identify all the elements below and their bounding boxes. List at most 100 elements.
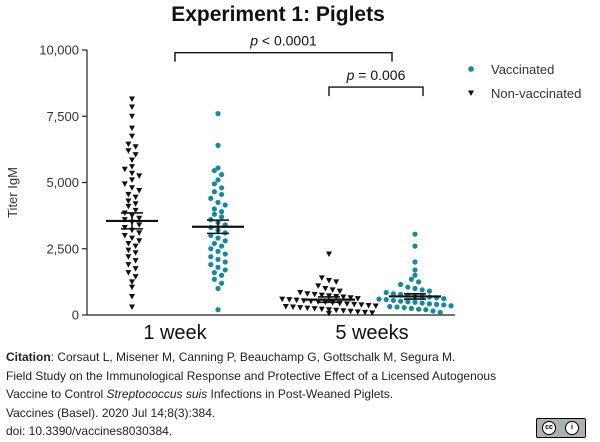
data-point-non-vaccinated (132, 250, 139, 256)
data-point-non-vaccinated (347, 295, 354, 301)
data-point-non-vaccinated (318, 306, 325, 313)
data-point-vaccinated (405, 299, 411, 305)
data-point-non-vaccinated (369, 310, 376, 316)
data-point-vaccinated (222, 259, 228, 265)
data-point-vaccinated (211, 206, 217, 212)
data-point-vaccinated (412, 231, 418, 237)
data-point-vaccinated (211, 270, 217, 276)
data-point-vaccinated (211, 276, 217, 282)
data-point-non-vaccinated (340, 294, 347, 300)
data-point-vaccinated (401, 304, 407, 311)
data-point-vaccinated (211, 167, 217, 174)
data-point-vaccinated (390, 291, 396, 297)
significance-bracket (328, 86, 424, 97)
data-point-non-vaccinated (121, 166, 128, 173)
data-point-non-vaccinated (365, 302, 372, 309)
data-point-vaccinated (448, 303, 454, 309)
data-point-non-vaccinated (129, 284, 135, 291)
data-point-non-vaccinated (354, 309, 361, 315)
data-point-non-vaccinated (362, 309, 368, 316)
data-point-non-vaccinated (125, 270, 132, 276)
data-point-non-vaccinated (136, 187, 143, 194)
data-point-non-vaccinated (125, 203, 132, 210)
data-point-non-vaccinated (333, 307, 340, 314)
citation-title-line-2-end: Infections in Post-Weaned Piglets. (207, 387, 394, 401)
data-point-non-vaccinated (129, 113, 135, 120)
data-point-non-vaccinated (136, 222, 143, 228)
data-point-non-vaccinated (132, 207, 139, 214)
p-value-label: p < 0.0001 (249, 33, 317, 49)
data-point-vaccinated (211, 181, 217, 187)
data-point-non-vaccinated (129, 164, 135, 170)
citation-title-line-1: Field Study on the Immunological Respons… (6, 368, 497, 383)
data-point-vaccinated (219, 185, 225, 191)
data-point-non-vaccinated (347, 308, 354, 315)
data-point-vaccinated (423, 307, 429, 313)
data-point-vaccinated (215, 111, 221, 117)
data-point-vaccinated (215, 307, 221, 313)
data-point-vaccinated (390, 297, 396, 304)
data-point-non-vaccinated (129, 96, 135, 103)
data-point-non-vaccinated (279, 296, 286, 303)
data-point-non-vaccinated (121, 233, 128, 239)
data-point-vaccinated (398, 298, 404, 304)
y-tick-label: 10,000 (39, 43, 79, 58)
citation-label: Citation (6, 350, 51, 364)
data-point-vaccinated (412, 272, 418, 278)
y-tick-label: 7,500 (46, 109, 79, 124)
data-point-vaccinated (412, 267, 418, 273)
data-point-vaccinated (208, 232, 214, 239)
data-point-vaccinated (211, 240, 217, 247)
significance-bracket (174, 51, 393, 62)
x-category-label: 1 week (143, 322, 207, 344)
data-point-vaccinated (219, 171, 225, 178)
data-point-non-vaccinated (293, 297, 300, 304)
data-point-non-vaccinated (136, 238, 143, 244)
data-point-non-vaccinated (132, 274, 139, 280)
data-point-non-vaccinated (132, 152, 139, 158)
data-point-non-vaccinated (315, 283, 322, 289)
data-point-vaccinated (430, 308, 436, 314)
data-point-vaccinated (208, 262, 214, 268)
data-point-vaccinated (215, 177, 221, 183)
legend: Vaccinated Non-vaccinated (468, 62, 581, 101)
data-point-non-vaccinated (129, 304, 135, 311)
data-point-non-vaccinated (136, 230, 143, 236)
data-point-vaccinated (416, 279, 422, 285)
data-point-non-vaccinated (351, 301, 358, 308)
data-point-non-vaccinated (286, 297, 293, 303)
data-point-non-vaccinated (121, 225, 128, 231)
data-point-vaccinated (426, 288, 432, 294)
data-point-vaccinated (215, 165, 221, 171)
data-point-non-vaccinated (132, 201, 139, 207)
scatter-chart: Experiment 1: Piglets 0 2,500 5,000 7,500 10… (5, 3, 581, 344)
citation-title-line-2: Vaccine to Control (6, 387, 107, 401)
data-point-vaccinated (219, 272, 225, 278)
data-point-vaccinated (219, 214, 225, 220)
data-point-non-vaccinated (318, 275, 325, 281)
cc-by-license-icon: cc i (536, 418, 586, 438)
data-point-non-vaccinated (311, 291, 318, 298)
data-point-non-vaccinated (372, 303, 379, 309)
data-point-vaccinated (219, 191, 225, 198)
plot-area (106, 96, 454, 317)
data-point-non-vaccinated (129, 104, 135, 110)
data-point-non-vaccinated (322, 286, 329, 292)
data-point-vaccinated (412, 299, 418, 305)
data-point-non-vaccinated (326, 251, 332, 258)
data-point-vaccinated (416, 306, 422, 312)
data-point-vaccinated (405, 284, 411, 290)
data-point-non-vaccinated (311, 306, 318, 312)
data-point-vaccinated (412, 243, 418, 249)
data-point-vaccinated (408, 305, 414, 311)
legend-label: Vaccinated (491, 62, 554, 77)
data-point-non-vaccinated (304, 305, 311, 312)
citation-species: Streptococcus suis (106, 387, 208, 401)
data-point-vaccinated (215, 256, 221, 262)
data-point-non-vaccinated (132, 144, 139, 150)
data-point-non-vaccinated (132, 266, 139, 272)
data-point-non-vaccinated (340, 308, 347, 314)
x-category-label: 5 weeks (335, 322, 408, 344)
data-point-non-vaccinated (132, 243, 139, 250)
data-point-non-vaccinated (304, 291, 311, 297)
